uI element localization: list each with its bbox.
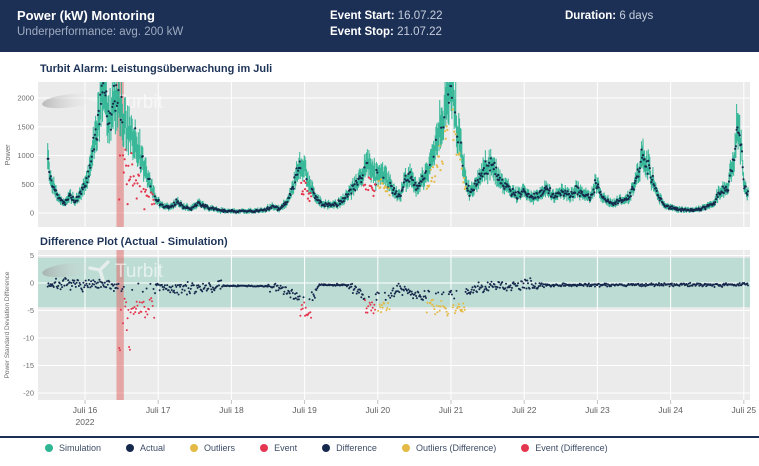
x-tick-label: Juli 20 [366,405,391,415]
legend-dot [401,444,410,452]
legend-item-outliers[interactable]: Outliers [190,443,235,453]
legend-dot [45,444,53,452]
header-bar: Power (kW) Montoring Underperformance: a… [0,0,759,52]
svg-text:0: 0 [30,279,34,288]
svg-text:1500: 1500 [17,122,34,131]
legend-item-outliers-difference[interactable]: Outliers (Difference) [401,443,497,453]
watermark-text: Turbit [115,261,164,282]
legend-dot [126,444,135,452]
difference-chart[interactable]: Turbit 5 0 -5 -10 -15 -20 Juli 16 2022 Juli 17 Jul… [0,248,759,434]
page-title: Power (kW) Montoring [17,8,155,23]
svg-text:-10: -10 [23,334,34,343]
page-subtitle: Underperformance: avg. 200 kW [17,26,184,38]
legend-item-difference[interactable]: Difference [322,443,377,453]
legend-dot [190,444,199,452]
event-difference-series [118,297,376,352]
power-chart-title: Turbit Alarm: Leistungsüberwachung im Ju… [40,63,273,75]
legend-item-event-difference[interactable]: Event (Difference) [521,443,608,453]
x-tick-label: Juli 17 [146,405,171,415]
legend-item-actual[interactable]: Actual [126,443,165,453]
tolerance-band [38,257,750,308]
outliers-series [377,108,467,197]
power-y-axis-label: Power [3,144,12,166]
legend: Simulation Actual Outliers Event Difference O… [45,443,608,453]
duration-row: Duration: 6 days [565,8,653,24]
svg-text:-20: -20 [23,389,34,398]
event-stop-label: Event Stop: [330,26,394,38]
legend-label: Event (Difference) [535,443,608,453]
legend-item-event[interactable]: Event [260,443,297,453]
x-tick-label: Juli 25 [732,405,757,415]
actual-series [46,82,750,214]
difference-y-axis-label: Power Standard Deviation Difference [4,271,11,378]
header-duration-block: Duration: 6 days [565,8,653,24]
svg-text:1000: 1000 [17,151,34,160]
svg-text:500: 500 [21,180,34,189]
duration-label: Duration: [565,10,617,22]
legend-label: Outliers [204,443,236,453]
x-tick-label: Juli 16 [73,405,98,415]
event-band [116,250,124,400]
difference-series [46,277,749,302]
svg-text:2000: 2000 [17,94,34,103]
legend-dot [521,444,530,452]
header-event-block: Event Start: 16.07.22 Event Stop: 21.07.… [330,8,443,40]
x-tick-label: Juli 18 [219,405,244,415]
x-tick-label: Juli 19 [292,405,317,415]
legend-label: Event [274,443,298,453]
x-axis-year-label: 2022 [76,417,95,427]
legend-dot [322,444,331,452]
event-start-row: Event Start: 16.07.22 [330,8,443,24]
event-series [118,148,377,211]
x-tick-label: Juli 24 [658,405,683,415]
x-tick-label: Juli 22 [512,405,537,415]
legend-label: Actual [140,443,166,453]
turbit-watermark: Turbit [42,260,164,282]
legend-label: Difference [336,443,377,453]
svg-text:-5: -5 [27,306,34,315]
turbine-icon [88,260,110,282]
event-start-value: 16.07.22 [397,10,443,22]
legend-label: Outliers (Difference) [415,443,497,453]
svg-text:5: 5 [30,251,34,260]
event-stop-row: Event Stop: 21.07.22 [330,24,443,40]
difference-chart-title: Difference Plot (Actual - Simulation) [40,236,228,248]
legend-divider [0,436,759,438]
event-stop-value: 21.07.22 [397,26,442,38]
x-tick-label: Juli 23 [585,405,610,415]
legend-dot [260,444,269,452]
legend-label: Simulation [59,443,102,453]
duration-value: 6 days [619,10,654,22]
svg-text:0: 0 [30,209,34,218]
outliers-difference-series [377,298,466,317]
header-title-block: Power (kW) Montoring Underperformance: a… [17,8,183,40]
legend-item-simulation[interactable]: Simulation [45,443,101,453]
event-start-label: Event Start: [330,10,395,22]
x-tick-label: Juli 21 [439,405,464,415]
svg-text:-15: -15 [23,361,34,370]
